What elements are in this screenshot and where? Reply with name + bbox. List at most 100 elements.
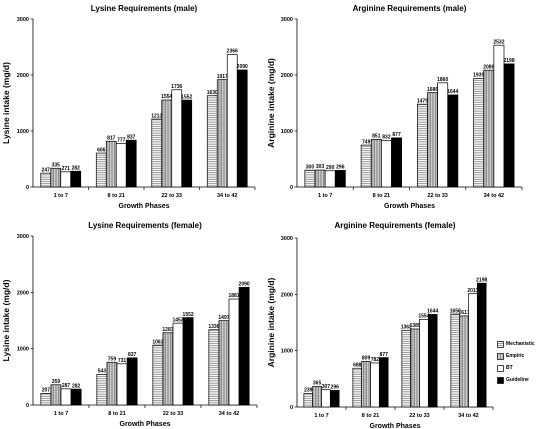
data-label-mechanistic-22-to-33: 1063 xyxy=(152,339,163,345)
legend-item-empiric: Empiric xyxy=(497,350,549,362)
y-tick-label: 3000 xyxy=(17,234,29,240)
bar-empiric-1-to-7 xyxy=(50,167,62,188)
legend-item-bt: BT xyxy=(497,362,549,374)
x-category-label: 8 to 21 xyxy=(108,411,125,417)
bar-guideline-34-to-42 xyxy=(236,69,248,188)
data-label-empiric-22-to-33: 1554 xyxy=(161,94,172,100)
x-axis-label: Growth Phases xyxy=(370,423,421,429)
x-category-label: 34 to 42 xyxy=(219,411,239,417)
data-label-guideline-34-to-42: 2198 xyxy=(504,58,515,64)
x-axis-label: Growth Phases xyxy=(384,203,435,210)
y-tick-label: 1000 xyxy=(17,347,29,353)
bar-empiric-34-to-42 xyxy=(459,315,469,408)
data-label-bt-8-to-21: 832 xyxy=(382,135,391,141)
bar-bt-8-to-21 xyxy=(370,362,380,408)
bar-bt-34-to-42 xyxy=(493,44,505,188)
data-label-guideline-34-to-42: 2090 xyxy=(237,64,248,70)
data-label-mechanistic-8-to-21: 606 xyxy=(97,147,106,153)
data-label-guideline-8-to-21: 837 xyxy=(127,134,136,140)
legend-label-empiric: Empiric xyxy=(506,353,525,359)
x-category-label: 1 to 7 xyxy=(318,193,332,199)
bar-guideline-34-to-42 xyxy=(238,286,250,406)
data-label-empiric-8-to-21: 851 xyxy=(372,134,381,140)
bar-mechanistic-34-to-42 xyxy=(208,329,220,406)
bar-empiric-8-to-21 xyxy=(105,140,117,188)
bar-mechanistic-1-to-7 xyxy=(40,392,52,406)
data-label-empiric-22-to-33: 1686 xyxy=(427,87,438,93)
bar-empiric-22-to-33 xyxy=(427,92,438,188)
data-label-empiric-22-to-33: 1283 xyxy=(162,327,173,333)
y-axis-label: Lysine intake (mg/d) xyxy=(1,279,11,361)
bar-bt-22-to-33 xyxy=(437,82,449,188)
x-category-label: 8 to 21 xyxy=(108,193,125,199)
bar-guideline-1-to-7 xyxy=(334,170,346,188)
y-tick-label: 2000 xyxy=(281,73,293,79)
bar-bt-8-to-21 xyxy=(116,363,128,406)
data-label-mechanistic-22-to-33: 1479 xyxy=(417,98,428,104)
bar-mechanistic-34-to-42 xyxy=(450,313,461,408)
data-label-empiric-1-to-7: 359 xyxy=(52,379,61,385)
bar-guideline-34-to-42 xyxy=(476,282,487,408)
data-label-mechanistic-22-to-33: 1213 xyxy=(151,113,162,119)
data-label-bt-1-to-7: 271 xyxy=(62,166,71,172)
data-label-mechanistic-1-to-7: 247 xyxy=(42,167,51,173)
bar-mechanistic-8-to-21 xyxy=(352,367,363,408)
data-label-mechanistic-8-to-21: 688 xyxy=(353,362,362,368)
data-label-guideline-1-to-7: 296 xyxy=(331,385,340,391)
legend-swatch-guideline xyxy=(497,376,504,384)
bar-guideline-8-to-21 xyxy=(391,137,402,188)
data-label-mechanistic-34-to-42: 1630 xyxy=(207,90,218,96)
legend-item-mechanistic: Mechanistic xyxy=(497,338,549,350)
bar-mechanistic-22-to-33 xyxy=(417,103,428,188)
chart-panel-1: Lysine Requirements (male) Lysine intake … xyxy=(1,4,256,210)
data-label-bt-22-to-33: 1860 xyxy=(437,77,448,83)
legend-label-bt: BT xyxy=(506,365,513,371)
bar-mechanistic-1-to-7 xyxy=(303,393,314,408)
bar-guideline-1-to-7 xyxy=(70,388,82,406)
y-tick-label: 0 xyxy=(26,185,29,191)
data-label-bt-8-to-21: 777 xyxy=(117,138,126,144)
bar-mechanistic-22-to-33 xyxy=(401,329,412,408)
data-label-guideline-22-to-33: 1644 xyxy=(447,89,458,95)
data-label-mechanistic-8-to-21: 749 xyxy=(362,139,371,145)
y-tick-label: 3000 xyxy=(17,17,29,23)
legend-item-guideline: Guideline xyxy=(497,374,549,386)
bar-mechanistic-1-to-7 xyxy=(40,172,52,188)
chart-title: Arginine Requirements (male) xyxy=(353,4,467,13)
bar-empiric-34-to-42 xyxy=(218,320,230,406)
y-axis-label: Lysine intake (mg/d) xyxy=(1,62,11,144)
x-category-label: 34 to 42 xyxy=(458,413,478,419)
data-label-mechanistic-34-to-42: 1650 xyxy=(450,308,461,314)
data-label-guideline-22-to-33: 1644 xyxy=(427,309,438,315)
bar-empiric-8-to-21 xyxy=(106,361,118,406)
x-axis-label: Growth Phases xyxy=(120,421,171,428)
x-axis-label: Growth Phases xyxy=(119,203,170,210)
data-label-empiric-1-to-7: 365 xyxy=(313,381,322,387)
bar-guideline-34-to-42 xyxy=(503,63,515,188)
bar-empiric-22-to-33 xyxy=(410,328,420,408)
data-label-empiric-34-to-42: 1917 xyxy=(217,74,228,80)
bar-mechanistic-8-to-21 xyxy=(95,152,107,188)
bar-mechanistic-22-to-33 xyxy=(152,344,164,406)
legend-swatch-bt xyxy=(497,364,504,372)
bar-bt-22-to-33 xyxy=(171,89,183,188)
x-category-label: 22 to 33 xyxy=(162,193,182,199)
chart-panel-4: Arginine Requirements (female) Arginine i… xyxy=(266,221,494,429)
data-label-bt-34-to-42: 2366 xyxy=(227,49,238,55)
data-label-guideline-8-to-21: 837 xyxy=(128,352,137,358)
y-tick-label: 2000 xyxy=(281,292,293,298)
bar-empiric-34-to-42 xyxy=(483,69,495,188)
y-tick-label: 1000 xyxy=(281,349,293,355)
x-category-label: 1 to 7 xyxy=(314,413,328,419)
data-label-guideline-34-to-42: 2090 xyxy=(239,281,250,287)
bar-guideline-8-to-21 xyxy=(378,357,389,408)
bar-mechanistic-8-to-21 xyxy=(360,144,372,188)
data-label-empiric-34-to-42: 2086 xyxy=(483,64,494,70)
data-label-guideline-1-to-7: 296 xyxy=(336,165,345,171)
bar-guideline-8-to-21 xyxy=(126,357,138,406)
bar-guideline-22-to-33 xyxy=(427,314,438,408)
data-label-bt-8-to-21: 782 xyxy=(371,357,380,363)
x-category-label: 22 to 33 xyxy=(163,411,183,417)
data-label-guideline-22-to-33: 1552 xyxy=(183,312,194,318)
bar-mechanistic-22-to-33 xyxy=(151,118,163,188)
